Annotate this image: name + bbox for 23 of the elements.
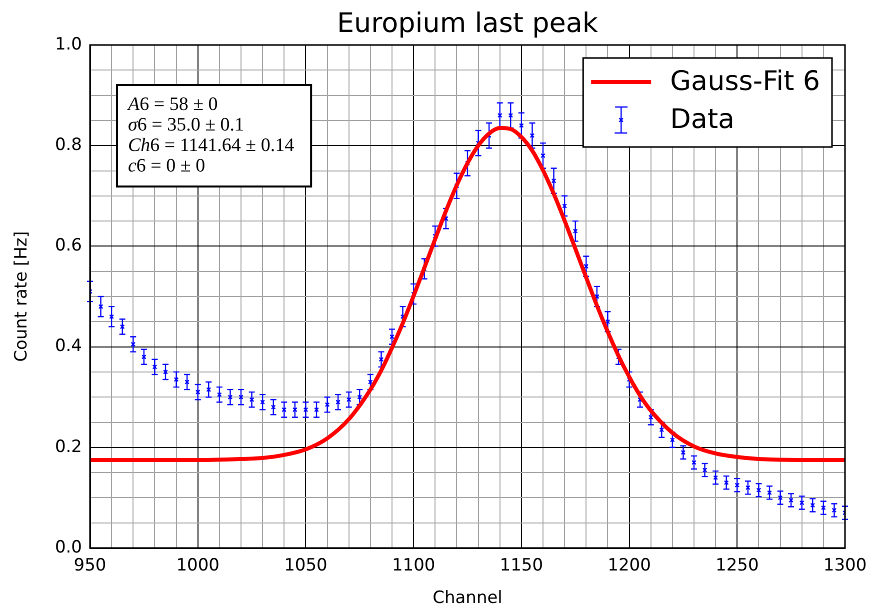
x-tick-label: 1250 — [716, 556, 759, 576]
annotation: A6 = 58 ± 0 — [126, 94, 218, 115]
legend-label: Gauss-Fit 6 — [670, 66, 820, 98]
x-tick-label: 1300 — [823, 556, 867, 576]
y-axis-title: Count rate [Hz] — [12, 231, 32, 362]
y-tick-label: 0.0 — [54, 537, 82, 558]
chart-title: Europium last peak — [336, 8, 598, 40]
x-tick-label: 1150 — [500, 556, 544, 576]
annotation: σ6 = 35.0 ± 0.1 — [128, 114, 244, 136]
x-tick-label: 1000 — [176, 556, 220, 576]
x-tick-label: 1200 — [608, 556, 651, 576]
x-tick-label: 1100 — [392, 556, 436, 576]
y-tick-label: 0.6 — [54, 236, 82, 256]
annotation: c6 = 0 ± 0 — [128, 155, 206, 176]
x-tick-label: 1050 — [284, 556, 328, 576]
y-tick-label: 0.4 — [54, 336, 82, 356]
legend-label: Data — [670, 104, 735, 136]
annotation: Ch6 = 1141.64 ± 0.14 — [128, 134, 295, 156]
x-tick-label: 950 — [74, 556, 106, 576]
x-axis-title: Channel — [432, 588, 502, 608]
y-tick-label: 0.2 — [54, 436, 82, 457]
y-tick-label: 1.0 — [54, 34, 82, 54]
y-tick-label: 0.8 — [54, 135, 82, 156]
